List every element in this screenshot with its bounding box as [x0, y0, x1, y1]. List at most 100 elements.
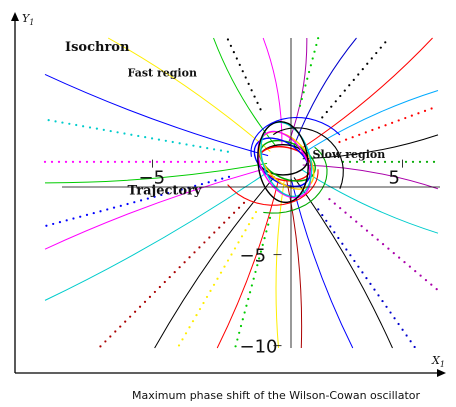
isochron-dot: [180, 188, 183, 191]
isochron-dot: [113, 160, 117, 163]
isochron-dot: [333, 202, 336, 205]
isochron-dot: [370, 57, 373, 60]
isochron-dot: [183, 160, 187, 163]
isochron-dot: [213, 231, 216, 234]
isochron-dot: [50, 160, 54, 163]
isochron-dot: [250, 89, 253, 92]
isochron-dot: [385, 305, 388, 308]
isochron-dot: [376, 160, 380, 163]
isochron-dot: [238, 63, 241, 66]
isochron-line: [154, 176, 276, 349]
isochron-dot: [64, 160, 68, 163]
isochron-dot: [78, 160, 82, 163]
isochron-dot: [334, 100, 337, 103]
trajectory-tail: [227, 169, 319, 206]
isochron-dot: [384, 41, 387, 44]
isochron-dot: [75, 123, 78, 127]
isochron-dot: [233, 247, 237, 250]
trajectory-tail: [250, 116, 341, 157]
isochron-dot: [52, 222, 55, 226]
isochron-dot: [408, 265, 411, 268]
isochron-dot: [54, 120, 57, 123]
isochron-dot: [361, 271, 364, 274]
isochron-dot: [133, 310, 137, 313]
y-axis-label: Y1: [22, 12, 34, 27]
isochron-dot: [227, 175, 231, 178]
isochron-dot: [304, 84, 307, 87]
isochron-dot: [188, 256, 191, 259]
isochron-dot: [258, 257, 261, 260]
isochron-dot: [241, 318, 244, 321]
isochron-line: [301, 89, 439, 155]
isochron-dot: [214, 179, 217, 182]
x-tick-label: −5: [139, 168, 166, 189]
isochron-dot: [306, 77, 309, 80]
isochron-dot: [211, 160, 215, 163]
isochron-dot: [160, 193, 163, 197]
isochron-dot: [358, 133, 361, 136]
isochron-dot: [92, 211, 95, 215]
isochron-dot: [349, 216, 352, 219]
isochron-dot: [193, 251, 196, 254]
isochron-dot: [424, 278, 428, 282]
isochron-dot: [390, 160, 394, 163]
isochron-dot: [92, 160, 96, 163]
isochron-dot: [256, 264, 259, 267]
isochron-dot: [253, 95, 256, 98]
isochron-dot: [267, 223, 270, 226]
isochron-line: [293, 177, 393, 349]
y-axis-arrow: [11, 12, 19, 21]
isochron-dots: [177, 210, 258, 347]
isochron-dot: [181, 338, 184, 341]
isochron-dot: [381, 299, 384, 303]
isochron-dot: [164, 139, 167, 142]
isochron-dot: [229, 44, 233, 47]
isochron-dot: [57, 160, 61, 163]
isochron-dot: [236, 338, 239, 341]
isochron-dot: [317, 208, 320, 211]
isochron-dot: [344, 138, 348, 141]
isochron-dots: [338, 107, 433, 144]
isochron-dot: [250, 284, 253, 287]
isochron-dot: [435, 287, 438, 291]
isochron-dot: [373, 288, 376, 291]
isochron-dot: [192, 144, 195, 147]
isochron-dot: [243, 311, 246, 314]
isochron-dot: [397, 119, 400, 122]
isochron-dot: [389, 311, 392, 314]
isochron-dot: [237, 206, 241, 209]
isochron-dot: [369, 160, 373, 163]
isochron-dot: [317, 37, 320, 40]
isochron-dot: [375, 51, 378, 55]
isochron-dot: [141, 160, 145, 163]
isochron-dot: [167, 192, 170, 195]
isochron-dot: [109, 335, 112, 338]
isochron-dot: [377, 126, 381, 129]
isochron-dot: [247, 297, 250, 301]
isochron-dot: [244, 229, 247, 232]
isochron-dot: [72, 217, 75, 220]
isochron-dot: [95, 127, 99, 130]
isochron-dot: [171, 140, 174, 144]
isochron-dot: [259, 108, 262, 111]
isochron-line: [44, 167, 269, 250]
isochron-dot: [109, 129, 112, 133]
isochron-dot: [197, 160, 201, 163]
y-tick-label: −5: [240, 246, 267, 267]
isochron-dot: [365, 277, 368, 280]
isochron-dot: [139, 199, 143, 202]
isochron-layer: [43, 37, 439, 349]
trajectory-tail: [263, 146, 328, 214]
isochron-dot: [218, 226, 221, 229]
x-axis-arrow: [437, 369, 446, 377]
isochron-dot: [430, 283, 433, 286]
isochron-dot: [325, 110, 328, 114]
isochron-dot: [259, 250, 263, 253]
isochron-dot: [123, 132, 126, 135]
isochron-dot: [383, 160, 387, 163]
isochron-dot: [114, 330, 117, 333]
isochron-dot: [365, 229, 369, 232]
isochron-dot: [403, 260, 406, 264]
isochron-dot: [144, 136, 147, 139]
isochron-dot: [234, 345, 237, 348]
